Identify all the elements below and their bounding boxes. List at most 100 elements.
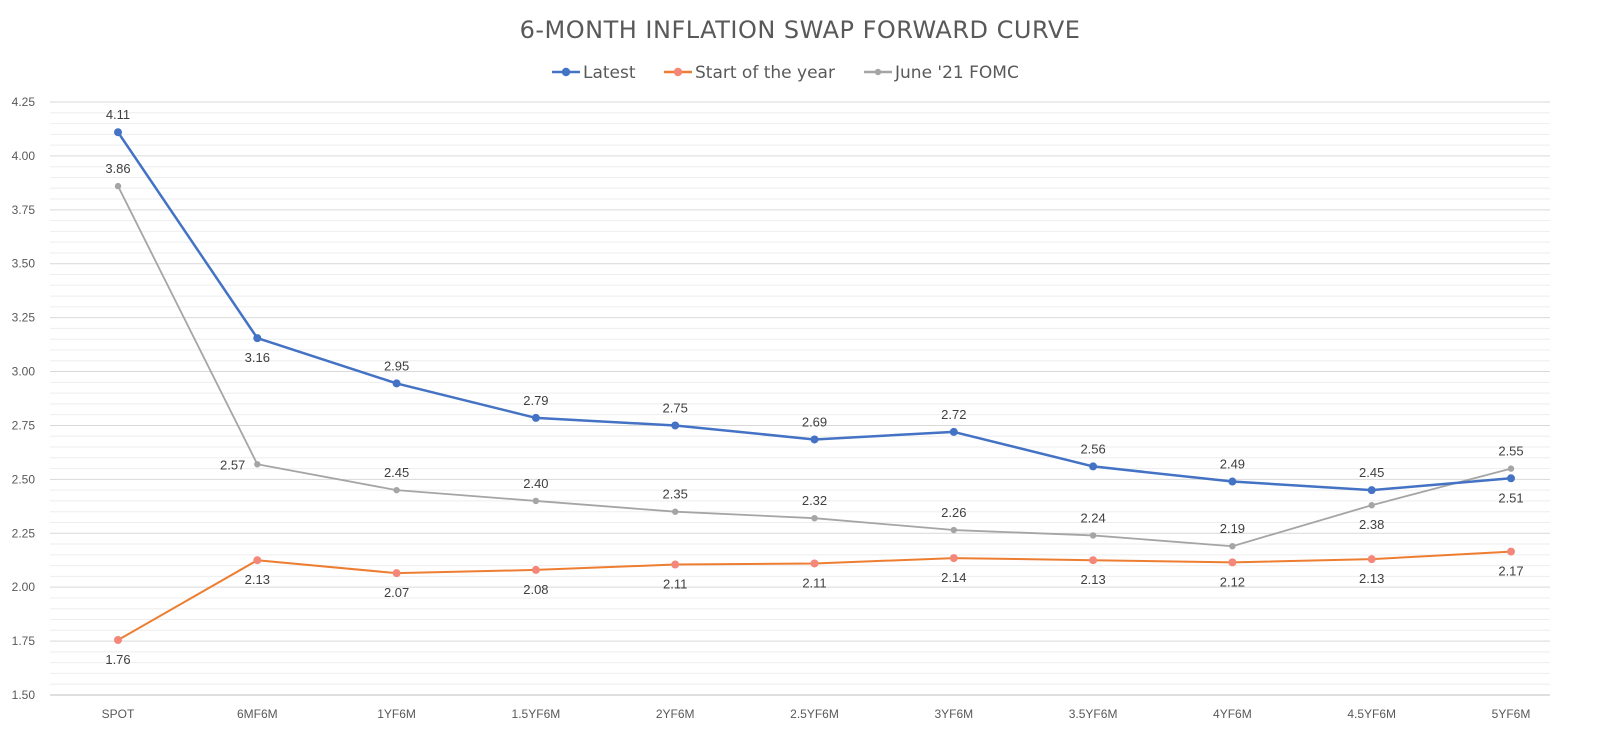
y-tick-label: 2.75: [12, 418, 36, 432]
point-june-21-fomc-4-5yf6m: [1368, 502, 1375, 509]
data-label-latest-spot: 4.11: [106, 107, 130, 122]
data-label-june-21-fomc-5yf6m: 2.55: [1498, 444, 1523, 459]
chart-title: 6-MONTH INFLATION SWAP FORWARD CURVE: [520, 16, 1081, 44]
series-june-21-fomc: [114, 182, 1515, 550]
point-june-21-fomc-3-5yf6m: [1089, 532, 1097, 539]
point-start-of-the-year-5yf6m: [1507, 547, 1515, 556]
data-label-june-21-fomc-4yf6m: 2.19: [1220, 521, 1245, 536]
legend: Latest Start of the year June '21 FOMC: [552, 63, 1019, 83]
point-start-of-the-year-4yf6m: [1228, 558, 1237, 567]
data-label-start-of-the-year-3yf6m: 2.14: [941, 570, 966, 585]
point-start-of-the-year-6mf6m: [253, 556, 262, 565]
point-start-of-the-year-1-5yf6m: [531, 565, 540, 574]
point-june-21-fomc-6mf6m: [254, 461, 261, 468]
point-start-of-the-year-4-5yf6m: [1367, 555, 1376, 564]
y-tick-label: 2.50: [12, 472, 36, 486]
data-label-start-of-the-year-1-5yf6m: 2.08: [523, 582, 548, 597]
data-label-june-21-fomc-spot: 3.86: [105, 161, 130, 176]
series-latest: [114, 128, 1515, 495]
data-label-start-of-the-year-3-5yf6m: 2.13: [1080, 572, 1105, 587]
x-tick-label-spot: SPOT: [102, 707, 135, 721]
point-june-21-fomc-3yf6m: [950, 526, 957, 534]
x-tick-label-4yf6m: 4YF6M: [1213, 707, 1252, 721]
y-tick-label: 3.50: [12, 257, 36, 271]
data-labels: 4.11 3.16 2.95 2.79 2.75 2.69 2.72 2.56 2.49 2.45…: [105, 107, 1523, 667]
point-latest-1-5yf6m: [531, 413, 540, 422]
data-label-latest-3-5yf6m: 2.56: [1080, 441, 1105, 456]
data-label-june-21-fomc-4-5yf6m: 2.38: [1359, 517, 1384, 532]
minor-gridlines: [50, 112, 1550, 685]
point-start-of-the-year-2-5yf6m: [810, 559, 819, 568]
point-latest-4-5yf6m: [1367, 486, 1376, 495]
x-tick-label-6mf6m: 6MF6M: [237, 707, 278, 721]
legend-item-start-of-the-year: Start of the year: [664, 63, 835, 83]
x-tick-label-5yf6m: 5YF6M: [1492, 707, 1531, 721]
legend-swatch-marker: [673, 67, 683, 77]
y-tick-label: 3.25: [12, 311, 36, 325]
x-tick-label-2-5yf6m: 2.5YF6M: [790, 707, 839, 721]
y-tick-label: 2.25: [12, 526, 36, 540]
y-tick-label: 1.75: [12, 634, 36, 648]
legend-item-latest: Latest: [552, 63, 636, 83]
point-june-21-fomc-spot: [114, 182, 122, 190]
data-label-june-21-fomc-1yf6m: 2.45: [384, 465, 409, 480]
legend-label-start-of-the-year: Start of the year: [695, 63, 835, 83]
y-axis: 1.50 1.75 2.00 2.25 2.50 2.75 3.00 3.25 3.50 3.75…: [12, 95, 36, 702]
x-tick-label-1yf6m: 1YF6M: [377, 707, 416, 721]
x-tick-label-3yf6m: 3YF6M: [934, 707, 973, 721]
point-latest-6mf6m: [253, 334, 262, 343]
series-layer: [114, 128, 1515, 645]
data-label-latest-6mf6m: 3.16: [245, 350, 270, 365]
legend-item-june-21-fomc: June '21 FOMC: [864, 63, 1019, 83]
y-tick-label: 3.75: [12, 203, 36, 217]
data-label-start-of-the-year-6mf6m: 2.13: [245, 572, 270, 587]
point-june-21-fomc-2yf6m: [672, 508, 679, 515]
data-label-latest-2-5yf6m: 2.69: [802, 414, 827, 429]
legend-label-latest: Latest: [583, 63, 636, 83]
legend-label-june-21-fomc: June '21 FOMC: [894, 63, 1019, 83]
data-label-start-of-the-year-spot: 1.76: [105, 652, 130, 667]
data-label-june-21-fomc-1-5yf6m: 2.40: [523, 476, 548, 491]
data-label-june-21-fomc-2-5yf6m: 2.32: [802, 493, 827, 508]
y-tick-label: 3.00: [12, 365, 36, 379]
x-tick-label-3-5yf6m: 3.5YF6M: [1069, 707, 1118, 721]
data-label-start-of-the-year-4-5yf6m: 2.13: [1359, 571, 1384, 586]
point-latest-5yf6m: [1507, 474, 1515, 483]
point-june-21-fomc-1-5yf6m: [532, 497, 540, 505]
point-latest-4yf6m: [1228, 477, 1237, 486]
point-latest-3yf6m: [949, 427, 958, 436]
data-label-start-of-the-year-2-5yf6m: 2.11: [802, 575, 826, 590]
x-tick-label-1-5yf6m: 1.5YF6M: [512, 707, 561, 721]
data-label-june-21-fomc-3-5yf6m: 2.24: [1080, 510, 1105, 525]
data-label-latest-1-5yf6m: 2.79: [523, 393, 548, 408]
data-label-june-21-fomc-6mf6m: 2.57: [220, 457, 245, 472]
data-label-start-of-the-year-5yf6m: 2.17: [1498, 564, 1523, 579]
data-label-latest-1yf6m: 2.95: [384, 358, 409, 373]
point-start-of-the-year-2yf6m: [671, 560, 680, 569]
x-axis: SPOT 6MF6M 1YF6M 1.5YF6M 2YF6M 2.5YF6M 3YF6M 3.…: [102, 707, 1531, 721]
point-latest-spot: [114, 128, 122, 137]
point-june-21-fomc-5yf6m: [1507, 465, 1515, 472]
data-label-start-of-the-year-4yf6m: 2.12: [1220, 574, 1245, 589]
point-start-of-the-year-3-5yf6m: [1089, 556, 1098, 565]
point-start-of-the-year-spot: [114, 636, 122, 645]
major-gridlines: [50, 101, 1550, 696]
point-june-21-fomc-1yf6m: [393, 486, 400, 494]
y-tick-label: 4.00: [12, 149, 36, 163]
point-june-21-fomc-4yf6m: [1229, 543, 1236, 550]
x-tick-label-2yf6m: 2YF6M: [656, 707, 695, 721]
data-label-latest-4-5yf6m: 2.45: [1359, 465, 1384, 480]
data-label-latest-3yf6m: 2.72: [941, 407, 966, 422]
point-latest-3-5yf6m: [1089, 462, 1098, 471]
data-label-june-21-fomc-2yf6m: 2.35: [663, 487, 688, 502]
data-label-start-of-the-year-1yf6m: 2.07: [384, 585, 409, 600]
data-label-latest-2yf6m: 2.75: [663, 400, 688, 415]
data-label-latest-5yf6m: 2.51: [1498, 490, 1523, 505]
point-start-of-the-year-3yf6m: [949, 554, 958, 563]
y-tick-label: 1.50: [12, 688, 36, 702]
data-label-june-21-fomc-3yf6m: 2.26: [941, 505, 966, 520]
y-tick-label: 2.00: [12, 580, 36, 594]
point-latest-2yf6m: [671, 421, 680, 430]
